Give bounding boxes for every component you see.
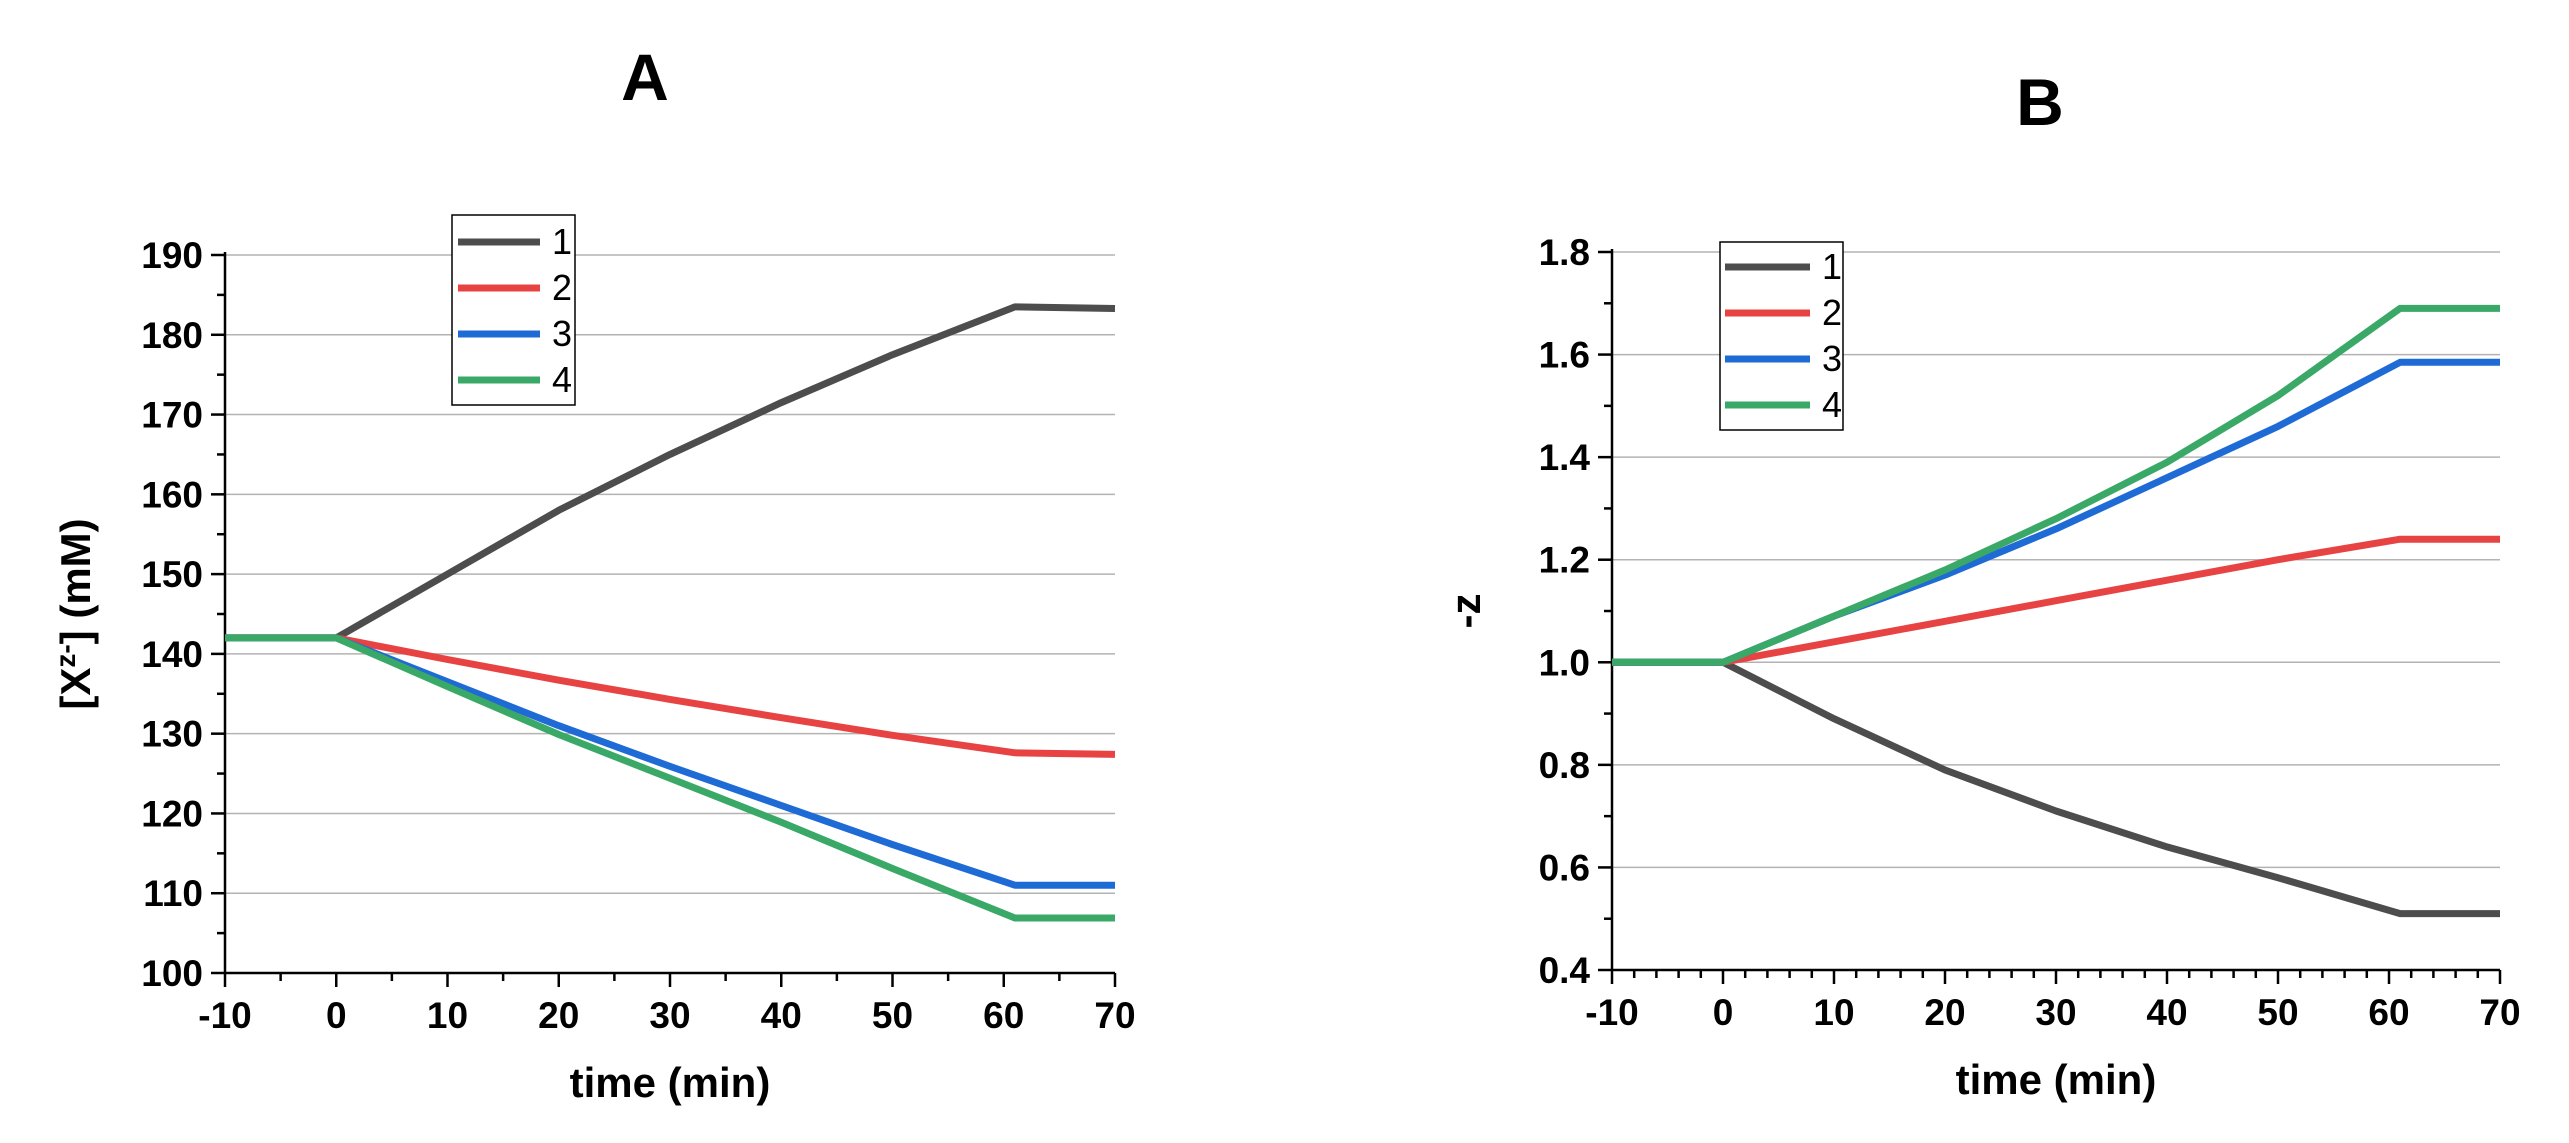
y-tick-label: 1.8 — [1539, 232, 1590, 273]
y-tick-label: 180 — [141, 315, 203, 356]
legend-box — [1719, 241, 1844, 431]
x-tick-label: 20 — [1924, 992, 1965, 1033]
y-tick-label: 0.4 — [1539, 950, 1591, 991]
series-line-1 — [225, 303, 1116, 642]
x-tick-label: 50 — [2257, 992, 2298, 1033]
legend: 1 2 3 4 — [1719, 241, 1844, 431]
series-line-4 — [1612, 304, 2500, 666]
series-line-2 — [1612, 535, 2500, 666]
legend: 1 2 3 4 — [451, 214, 576, 406]
x-tick-label: 20 — [538, 995, 579, 1036]
legend-label-2: 2 — [1822, 292, 1842, 333]
x-axis-label: time (min) — [570, 1059, 771, 1106]
legend-label-4: 4 — [1822, 384, 1842, 425]
series-line-3 — [225, 634, 1115, 889]
chart-title: B — [2016, 65, 2064, 139]
x-tick-label: 30 — [2035, 992, 2076, 1033]
y-tick-label: 1.6 — [1539, 335, 1590, 376]
chart-title: A — [621, 40, 669, 114]
y-tick-label: 0.6 — [1539, 847, 1590, 888]
chart-panel-B: B 0.4 0.6 0.8 1.0 1.2 1.4 1.6 1.8 -10 0 10 20 30 40 50 6… — [1442, 65, 2521, 1103]
x-tick-label: 30 — [649, 995, 690, 1036]
y-tick-label: 170 — [141, 395, 203, 436]
series-line-4 — [225, 634, 1115, 922]
x-tick-label: 10 — [1813, 992, 1854, 1033]
x-axis-label: time (min) — [1956, 1056, 2157, 1103]
x-tick-label: 40 — [2146, 992, 2187, 1033]
y-tick-label: 130 — [141, 714, 203, 755]
y-tick-label: 140 — [141, 634, 203, 675]
y-tick-label: 110 — [143, 873, 203, 914]
x-tick-label: 70 — [2479, 992, 2520, 1033]
y-tick-label: 1.2 — [1539, 540, 1590, 581]
legend-box — [451, 214, 576, 406]
y-tick-label: 150 — [141, 554, 203, 595]
x-tick-label: 60 — [2368, 992, 2409, 1033]
series-line-1 — [1612, 658, 2500, 918]
y-tick-label: 100 — [141, 953, 203, 994]
legend-label-2: 2 — [552, 267, 572, 308]
x-tick-label: 0 — [326, 995, 347, 1036]
y-tick-label: 190 — [141, 235, 203, 276]
series-line-2 — [225, 634, 1116, 758]
x-tick-label: 40 — [761, 995, 802, 1036]
y-tick-label: 120 — [141, 793, 203, 834]
x-tick-label: 0 — [1713, 992, 1734, 1033]
x-tick-label: 60 — [983, 995, 1024, 1036]
legend-label-1: 1 — [552, 221, 572, 262]
y-axis-label: [Xz-] (mM) — [50, 518, 100, 709]
y-axis-label: -z — [1442, 594, 1489, 629]
legend-label-4: 4 — [552, 359, 572, 400]
y-tick-label: 160 — [141, 474, 203, 515]
x-tick-label: -10 — [1585, 992, 1638, 1033]
legend-label-1: 1 — [1822, 246, 1842, 287]
x-tick-label: -10 — [198, 995, 251, 1036]
y-tick-label: 1.0 — [1539, 642, 1590, 683]
y-tick-label: 1.4 — [1539, 437, 1591, 478]
x-tick-label: 10 — [427, 995, 468, 1036]
x-tick-label: 50 — [872, 995, 913, 1036]
x-tick-label: 70 — [1094, 995, 1135, 1036]
legend-label-3: 3 — [1822, 338, 1842, 379]
legend-label-3: 3 — [552, 313, 572, 354]
y-tick-label: 0.8 — [1539, 745, 1590, 786]
